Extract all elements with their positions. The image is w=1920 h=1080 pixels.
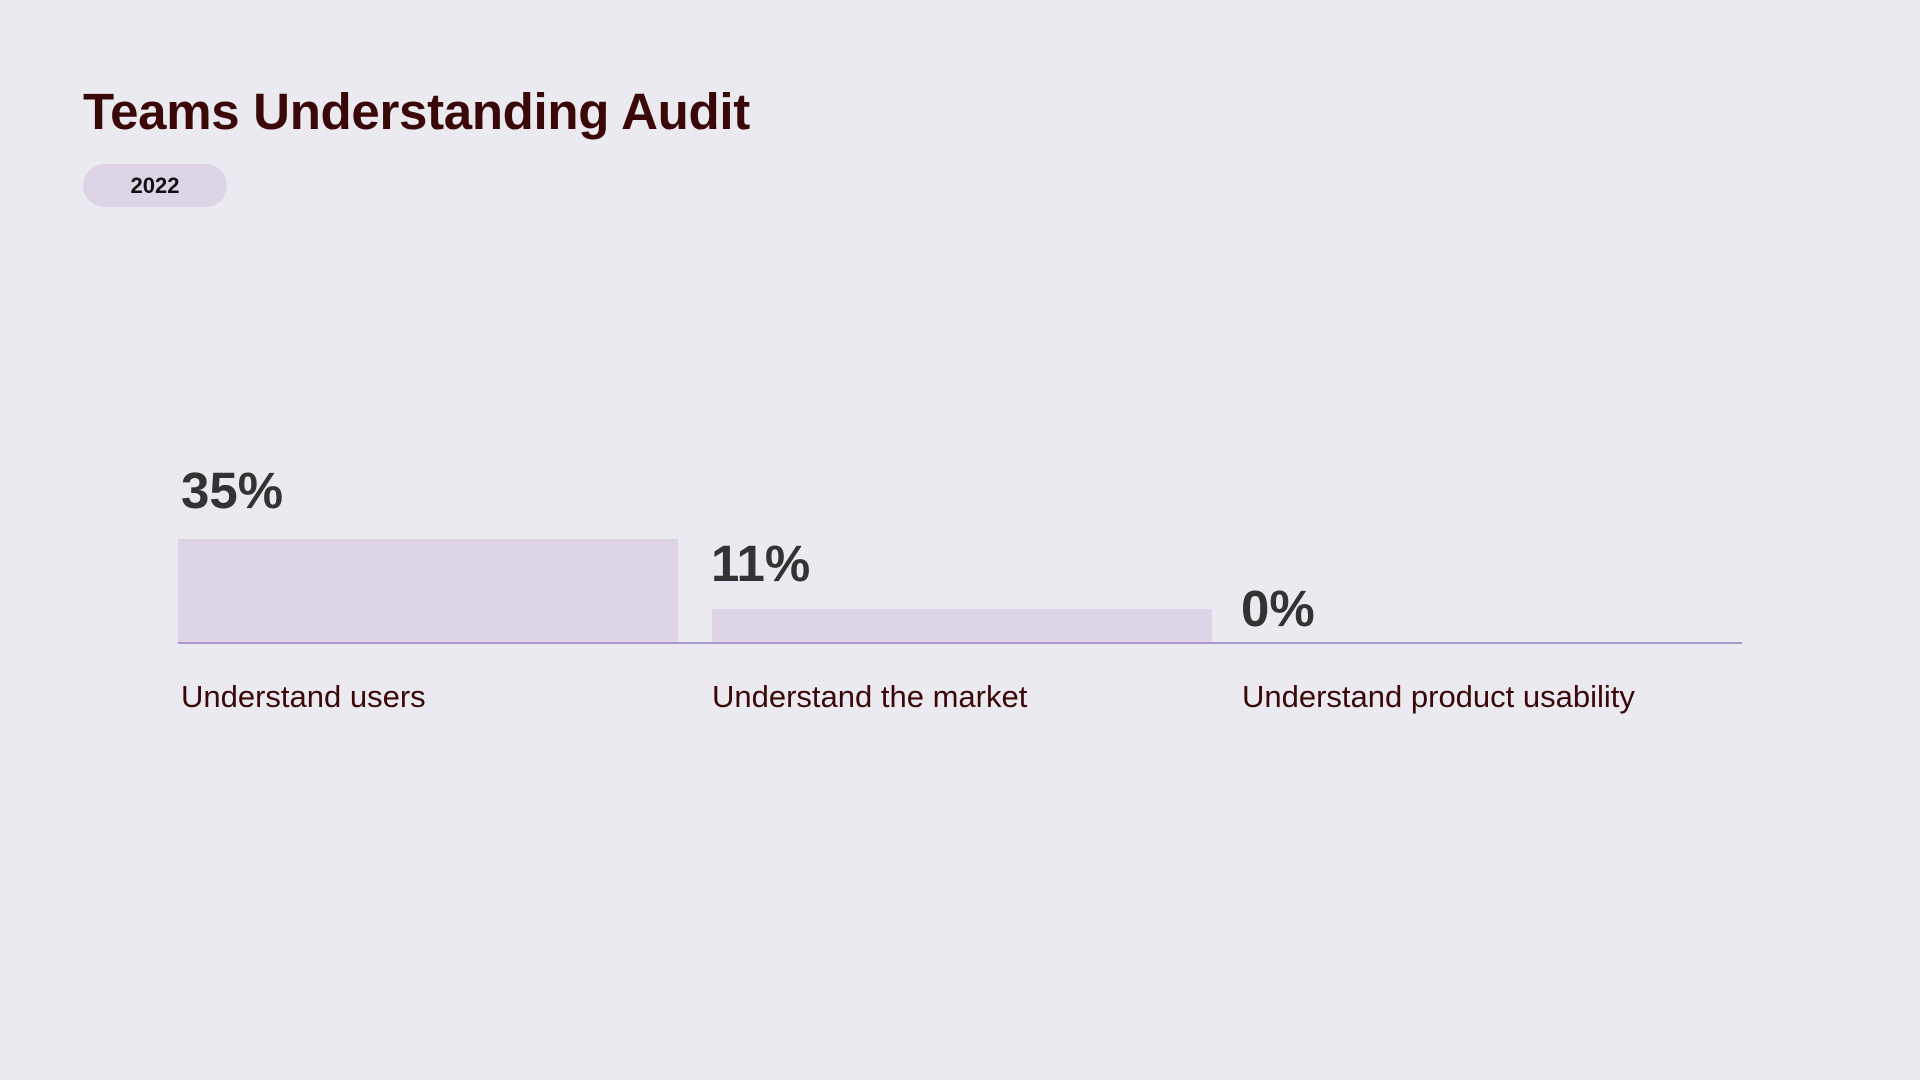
bar-understand-users xyxy=(178,539,678,643)
year-badge-label: 2022 xyxy=(130,172,180,198)
bar-value-understand-usability: 0% xyxy=(1241,580,1315,637)
bar-label-understand-users: Understand users xyxy=(181,679,426,714)
bar-label-understand-usability: Understand product usability xyxy=(1242,679,1635,714)
chart-baseline xyxy=(178,642,1742,644)
page-title: Teams Understanding Audit xyxy=(83,83,750,140)
bar-value-understand-users: 35% xyxy=(181,462,284,519)
year-badge: 2022 xyxy=(83,164,227,207)
bar-understand-market xyxy=(712,609,1212,643)
bar-value-understand-market: 11% xyxy=(711,535,811,592)
bar-label-understand-market: Understand the market xyxy=(712,679,1028,714)
